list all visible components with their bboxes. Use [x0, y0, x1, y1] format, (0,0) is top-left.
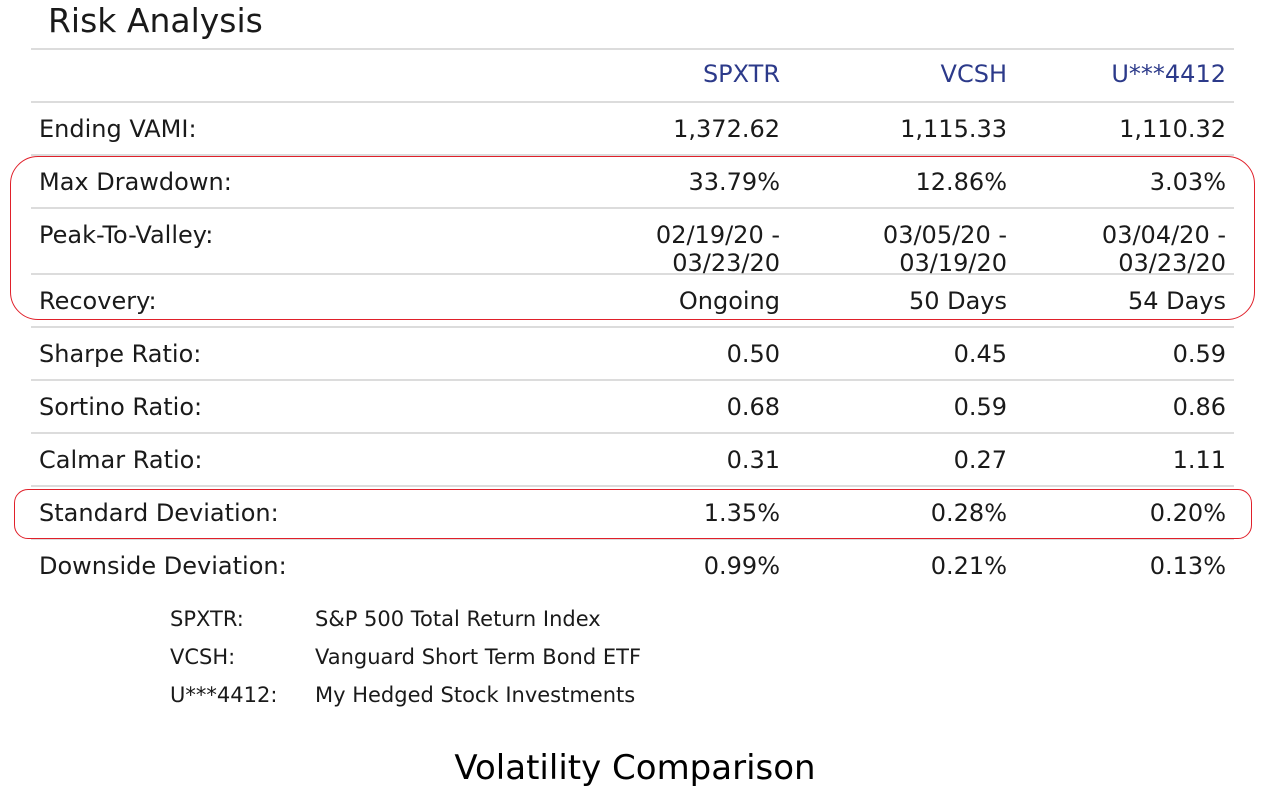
row-peak-to-valley: Peak-To-Valley: 02/19/20 - 03/23/20 03/0… [31, 209, 1234, 277]
column-header-vcsh: VCSH [940, 60, 1007, 88]
row-label: Ending VAMI: [39, 115, 197, 143]
cell-spxtr: 33.79% [688, 168, 780, 196]
cell-u4412: 3.03% [1149, 168, 1226, 196]
legend-description: S&P 500 Total Return Index [315, 607, 601, 631]
cell-spxtr: 0.99% [703, 552, 780, 580]
row-standard-deviation: Standard Deviation: 1.35% 0.28% 0.20% [31, 487, 1234, 540]
legend-item: U***4412: My Hedged Stock Investments [170, 676, 641, 714]
cell-u4412: 54 Days [1127, 287, 1226, 315]
row-recovery: Recovery: Ongoing 50 Days 54 Days [31, 275, 1234, 328]
legend-description: Vanguard Short Term Bond ETF [315, 645, 642, 669]
cell-u4412: 1.11 [1172, 446, 1226, 474]
row-calmar-ratio: Calmar Ratio: 0.31 0.27 1.11 [31, 434, 1234, 487]
ticker-legend: SPXTR: S&P 500 Total Return Index VCSH: … [170, 600, 641, 714]
row-label: Peak-To-Valley: [39, 221, 214, 249]
legend-item: VCSH: Vanguard Short Term Bond ETF [170, 638, 641, 676]
row-label: Calmar Ratio: [39, 446, 203, 474]
cell-spxtr: Ongoing [678, 287, 780, 315]
table-header-row: SPXTR VCSH U***4412 [31, 50, 1234, 103]
row-label: Max Drawdown: [39, 168, 232, 196]
cell-spxtr: 1,372.62 [673, 115, 780, 143]
row-label: Sortino Ratio: [39, 393, 203, 421]
row-max-drawdown: Max Drawdown: 33.79% 12.86% 3.03% [31, 156, 1234, 209]
cell-u4412: 0.13% [1149, 552, 1226, 580]
row-label: Downside Deviation: [39, 552, 287, 580]
cell-u4412: 1,110.32 [1119, 115, 1226, 143]
legend-code: U***4412: [170, 683, 278, 707]
column-header-u4412: U***4412 [1111, 60, 1226, 88]
cell-u4412: 03/04/20 - 03/23/20 [1101, 221, 1226, 277]
row-ending-vami: Ending VAMI: 1,372.62 1,115.33 1,110.32 [31, 103, 1234, 156]
row-downside-deviation: Downside Deviation: 0.99% 0.21% 0.13% [31, 540, 1234, 593]
cell-spxtr: 02/19/20 - 03/23/20 [655, 221, 780, 277]
legend-code: VCSH: [170, 645, 236, 669]
row-sortino-ratio: Sortino Ratio: 0.68 0.59 0.86 [31, 381, 1234, 434]
cell-vcsh: 0.21% [930, 552, 1007, 580]
cell-spxtr: 1.35% [703, 499, 780, 527]
cell-spxtr: 0.31 [726, 446, 780, 474]
page-title: Risk Analysis [48, 1, 263, 40]
legend-code: SPXTR: [170, 607, 244, 631]
row-label: Recovery: [39, 287, 157, 315]
cell-spxtr: 0.50 [726, 340, 780, 368]
figure-caption: Volatility Comparison [454, 748, 816, 788]
column-header-spxtr: SPXTR [702, 60, 780, 88]
row-sharpe-ratio: Sharpe Ratio: 0.50 0.45 0.59 [31, 328, 1234, 381]
cell-vcsh: 1,115.33 [900, 115, 1007, 143]
cell-vcsh: 12.86% [915, 168, 1007, 196]
risk-analysis-table: SPXTR VCSH U***4412 Ending VAMI: 1,372.6… [31, 48, 1234, 593]
cell-u4412: 0.86 [1172, 393, 1226, 421]
cell-vcsh: 0.45 [953, 340, 1007, 368]
cell-vcsh: 0.28% [930, 499, 1007, 527]
cell-vcsh: 0.59 [953, 393, 1007, 421]
legend-description: My Hedged Stock Investments [315, 683, 636, 707]
cell-u4412: 0.20% [1149, 499, 1226, 527]
cell-u4412: 0.59 [1172, 340, 1226, 368]
cell-vcsh: 0.27 [953, 446, 1007, 474]
cell-vcsh: 03/05/20 - 03/19/20 [882, 221, 1007, 277]
row-label: Sharpe Ratio: [39, 340, 202, 368]
legend-item: SPXTR: S&P 500 Total Return Index [170, 600, 641, 638]
cell-vcsh: 50 Days [908, 287, 1007, 315]
cell-spxtr: 0.68 [726, 393, 780, 421]
row-label: Standard Deviation: [39, 499, 279, 527]
